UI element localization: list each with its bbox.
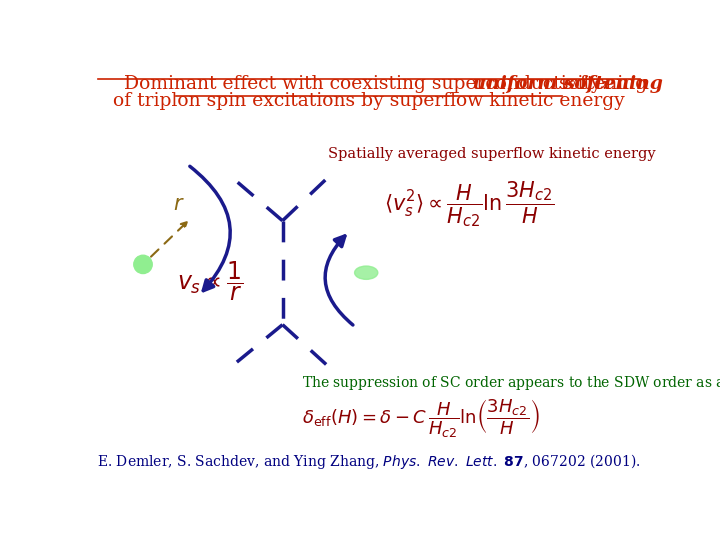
FancyArrowPatch shape bbox=[325, 236, 353, 325]
Text: $v_s \propto \dfrac{1}{r}$: $v_s \propto \dfrac{1}{r}$ bbox=[177, 259, 243, 303]
Ellipse shape bbox=[134, 255, 152, 274]
Text: E. Demler, S. Sachdev, and Ying Zhang, $\mathit{Phys.\ Rev.\ Lett.}$ $\mathbf{87: E. Demler, S. Sachdev, and Ying Zhang, $… bbox=[97, 453, 641, 471]
Text: Dominant effect with coexisting superconductivity:: Dominant effect with coexisting supercon… bbox=[124, 75, 614, 93]
FancyArrowPatch shape bbox=[190, 166, 230, 291]
Ellipse shape bbox=[355, 266, 378, 279]
Text: of triplon spin excitations by superflow kinetic energy: of triplon spin excitations by superflow… bbox=[113, 92, 625, 110]
Text: uniform softening: uniform softening bbox=[76, 75, 662, 93]
Text: $\langle v_s^2 \rangle \propto \dfrac{H}{H_{c2}} \ln \dfrac{3H_{c2}}{H}$: $\langle v_s^2 \rangle \propto \dfrac{H}… bbox=[384, 179, 554, 229]
Text: $\delta_{\mathrm{eff}}\left(H\right) = \delta - C\, \dfrac{H}{H_{c2}} \ln\!\left: $\delta_{\mathrm{eff}}\left(H\right) = \… bbox=[302, 397, 540, 439]
Text: Spatially averaged superflow kinetic energy: Spatially averaged superflow kinetic ene… bbox=[328, 147, 656, 161]
Text: softening: softening bbox=[91, 75, 647, 93]
Text: The suppression of SC order appears to the SDW order as a $\mathit{uniform}$ eff: The suppression of SC order appears to t… bbox=[302, 374, 720, 392]
Text: $r$: $r$ bbox=[174, 194, 185, 214]
